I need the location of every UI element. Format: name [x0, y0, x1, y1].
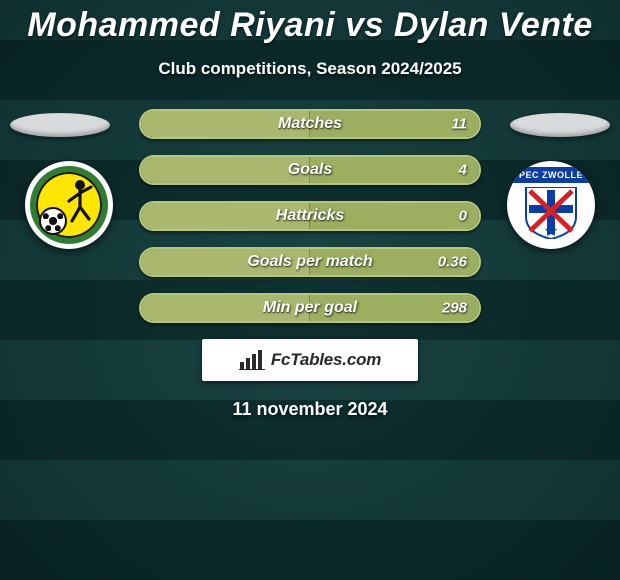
stat-bar: Matches 11 [139, 109, 481, 139]
subtitle: Club competitions, Season 2024/2025 [0, 59, 620, 79]
pec-zwolle-banner-text: PEC ZWOLLE [513, 167, 589, 183]
soccer-ball-icon [39, 207, 67, 235]
stat-bar: Hattricks 0 [139, 201, 481, 231]
comparison-stage: PEC ZWOLLE Matches 11 Goals 4 Hattricks 0 Goal… [0, 109, 620, 323]
stat-value: 11 [451, 116, 467, 133]
stat-value: 0.36 [438, 254, 467, 271]
player-right-oval [510, 113, 610, 137]
stat-bar: Goals 4 [139, 155, 481, 185]
page-title: Mohammed Riyani vs Dylan Vente [0, 0, 620, 45]
generated-date: 11 november 2024 [0, 399, 620, 420]
stat-value: 0 [459, 208, 467, 225]
stat-label: Min per goal [263, 299, 357, 317]
stat-bar: Min per goal 298 [139, 293, 481, 323]
stat-value: 4 [459, 162, 467, 179]
stat-bar: Goals per match 0.36 [139, 247, 481, 277]
stat-label: Goals [288, 161, 332, 179]
fortuna-sittard-badge [25, 161, 113, 249]
attribution-text: FcTables.com [271, 350, 381, 370]
stat-label: Hattricks [276, 207, 344, 225]
stat-label: Matches [278, 115, 342, 133]
stat-value: 298 [442, 300, 467, 317]
stat-label: Goals per match [247, 253, 372, 271]
player-left-oval [10, 113, 110, 137]
attribution-badge: FcTables.com [202, 339, 418, 381]
pec-zwolle-badge: PEC ZWOLLE [507, 161, 595, 249]
pec-zwolle-shield-icon [522, 187, 580, 239]
stat-bars: Matches 11 Goals 4 Hattricks 0 Goals per match… [139, 109, 481, 323]
fortuna-figure-icon [65, 179, 95, 223]
bar-chart-icon [239, 350, 265, 370]
